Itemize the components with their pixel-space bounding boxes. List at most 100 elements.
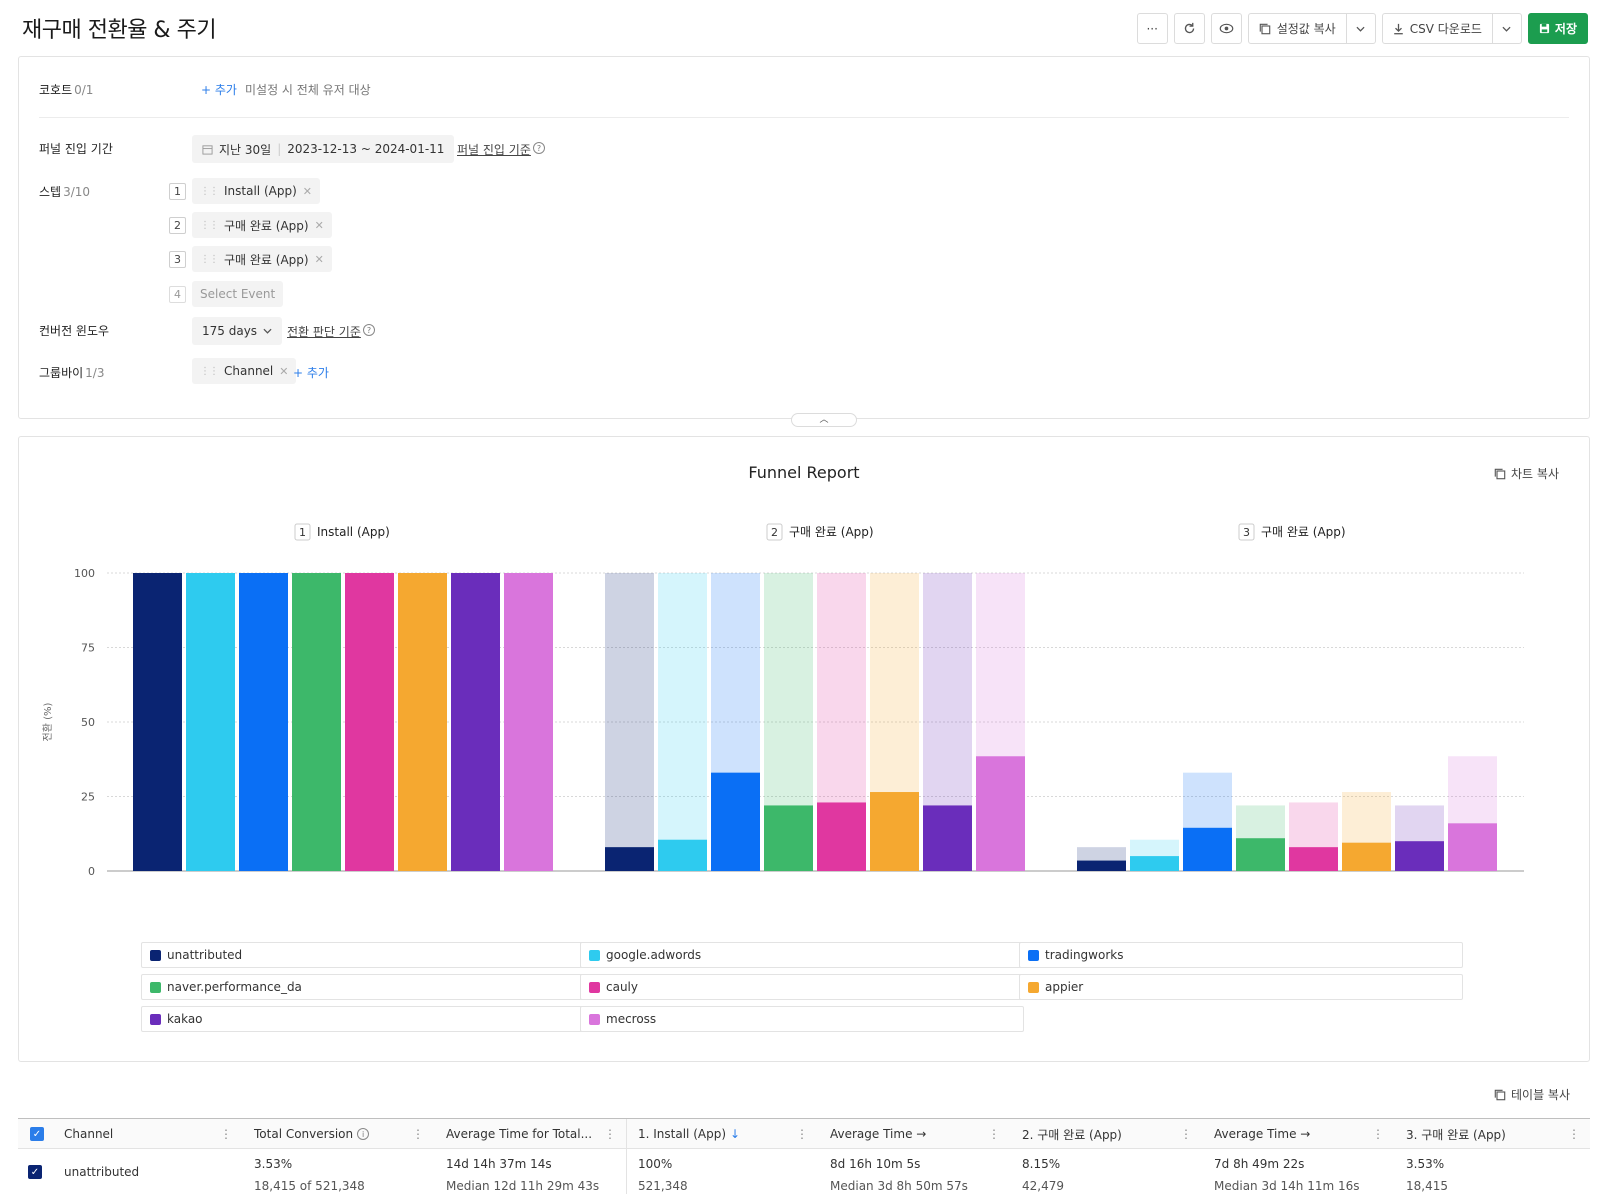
period-basis-link[interactable]: 퍼널 진입 기준 (457, 143, 531, 157)
column-menu-icon[interactable]: ⋮ (604, 1127, 616, 1141)
legend-item[interactable]: kakao (141, 1006, 585, 1032)
bar (1077, 860, 1126, 871)
legend-item[interactable]: cauly (580, 974, 1024, 1000)
drag-handle-icon[interactable]: ⋮⋮ (200, 219, 219, 231)
column-header-channel[interactable]: Channel ⋮ (64, 1127, 232, 1141)
step-number-label: 3 (1243, 526, 1250, 539)
select-event-button[interactable]: Select Event (192, 281, 284, 307)
bar (1236, 838, 1285, 871)
drag-handle-icon[interactable]: ⋮⋮ (200, 253, 219, 265)
bar (1395, 841, 1444, 871)
column-header-step3[interactable]: 3. 구매 완료 (App) ⋮ (1406, 1127, 1580, 1142)
period-preset: 지난 30일 (219, 142, 272, 157)
copy-settings-dropdown[interactable] (1347, 14, 1375, 43)
csv-split: CSV 다운로드 (1381, 13, 1522, 44)
bar (186, 573, 235, 871)
bar (1130, 856, 1179, 871)
save-icon (1539, 23, 1549, 34)
legend-swatch (150, 1013, 161, 1025)
column-menu-icon[interactable]: ⋮ (1372, 1127, 1384, 1141)
step-chip-2[interactable]: ⋮⋮ 구매 완료 (App) ✕ (192, 212, 332, 238)
csv-download-button[interactable]: CSV 다운로드 (1383, 14, 1493, 43)
column-menu-icon[interactable]: ⋮ (220, 1127, 232, 1141)
legend-item[interactable]: google.adwords (580, 942, 1024, 968)
csv-dropdown[interactable] (1493, 14, 1521, 43)
column-menu-icon[interactable]: ⋮ (796, 1127, 808, 1141)
window-select[interactable]: 175 days (192, 317, 283, 345)
copy-icon (1494, 468, 1506, 479)
bar (504, 573, 553, 871)
cell-step1: 100% 521,348 (638, 1157, 688, 1193)
step-chip-3[interactable]: ⋮⋮ 구매 완료 (App) ✕ (192, 246, 332, 272)
toolbar: ··· 설정값 복사 CSV 다운로드 (1136, 13, 1588, 44)
info-icon: i (357, 1128, 370, 1140)
more-button[interactable]: ··· (1136, 13, 1168, 44)
select-event-label: Select Event (200, 287, 276, 301)
bar (764, 805, 813, 871)
column-menu-icon[interactable]: ⋮ (988, 1127, 1000, 1141)
legend-item[interactable]: unattributed (141, 942, 585, 968)
window-basis-link[interactable]: 전환 판단 기준 (287, 325, 361, 339)
table-row[interactable]: ✓ unattributed 3.53% 18,415 of 521,348 14… (18, 1149, 1590, 1194)
step-name: 구매 완료 (App) (224, 218, 309, 233)
groupby-add-button[interactable]: + 추가 (293, 366, 329, 380)
close-icon[interactable]: ✕ (279, 364, 289, 378)
column-header-avg1[interactable]: Average Time → ⋮ (830, 1127, 1000, 1141)
row-checkbox[interactable]: ✓ (28, 1165, 42, 1179)
drag-handle-icon[interactable]: ⋮⋮ (200, 365, 219, 377)
column-header-step1[interactable]: 1. Install (App) ↓ ⋮ (638, 1127, 808, 1141)
help-icon[interactable]: ? (533, 142, 545, 154)
copy-settings-split: 설정값 복사 (1247, 13, 1376, 44)
legend-swatch (1028, 949, 1039, 961)
column-header-avg-total[interactable]: Average Time for Total... ⋮ (446, 1127, 616, 1141)
legend-item[interactable]: mecross (580, 1006, 1024, 1032)
y-tick-label: 100 (74, 567, 95, 580)
bar (605, 847, 654, 871)
preview-button[interactable] (1210, 13, 1242, 44)
legend-swatch (589, 1013, 600, 1025)
column-menu-icon[interactable]: ⋮ (1568, 1127, 1580, 1141)
sort-down-icon[interactable]: ↓ (730, 1127, 741, 1141)
groupby-chip[interactable]: ⋮⋮ Channel ✕ (192, 358, 297, 384)
close-icon[interactable]: ✕ (314, 218, 324, 232)
close-icon[interactable]: ✕ (302, 184, 312, 198)
legend-label: unattributed (167, 948, 243, 962)
bar (1448, 823, 1497, 871)
y-tick-label: 75 (81, 642, 95, 655)
chart-title: Funnel Report (748, 463, 860, 482)
table-copy-button[interactable]: 테이블 복사 (1494, 1086, 1570, 1103)
step-category-label: 구매 완료 (App) (1261, 525, 1346, 539)
table-header: ✓ Channel ⋮ Total Conversion i ⋮ Average Ti… (18, 1119, 1590, 1149)
help-icon[interactable]: ? (363, 324, 375, 336)
period-picker[interactable]: 지난 30일 | 2023-12-13 ~ 2024-01-11 (192, 135, 455, 163)
bar (239, 573, 288, 871)
bar (923, 805, 972, 871)
drag-handle-icon[interactable]: ⋮⋮ (200, 185, 219, 197)
copy-settings-button[interactable]: 설정값 복사 (1249, 14, 1347, 43)
column-header-step2[interactable]: 2. 구매 완료 (App) ⋮ (1022, 1127, 1192, 1142)
column-menu-icon[interactable]: ⋮ (1180, 1127, 1192, 1141)
chart-copy-button[interactable]: 차트 복사 (1494, 465, 1559, 482)
legend-item[interactable]: appier (1019, 974, 1463, 1000)
collapse-button[interactable]: ︿ (791, 413, 857, 427)
page-title: 재구매 전환율 & 주기 (22, 18, 217, 43)
calendar-icon (202, 144, 213, 155)
close-icon[interactable]: ✕ (314, 252, 324, 266)
cohort-add-button[interactable]: + 추가 (201, 83, 237, 97)
cohort-count: 0/1 (74, 83, 94, 97)
funnel-chart: 0 25 50 75 100 전환 (%) 1 Install (App) 2 구매 완료 (Ap… (42, 523, 1524, 878)
refresh-button[interactable] (1173, 13, 1205, 44)
y-tick-label: 50 (81, 716, 95, 729)
save-button[interactable]: 저장 (1527, 13, 1588, 44)
legend-item[interactable]: naver.performance_da (141, 974, 585, 1000)
legend-label: naver.performance_da (167, 980, 302, 994)
select-all-checkbox[interactable]: ✓ (30, 1127, 44, 1141)
column-menu-icon[interactable]: ⋮ (412, 1127, 424, 1141)
legend-swatch (589, 949, 600, 961)
column-header-total-conversion[interactable]: Total Conversion i ⋮ (254, 1127, 424, 1141)
step-number-box (294, 523, 311, 541)
column-divider (626, 1119, 627, 1194)
legend-item[interactable]: tradingworks (1019, 942, 1463, 968)
column-header-avg2[interactable]: Average Time → ⋮ (1214, 1127, 1384, 1141)
step-chip-1[interactable]: ⋮⋮ Install (App) ✕ (192, 178, 320, 204)
